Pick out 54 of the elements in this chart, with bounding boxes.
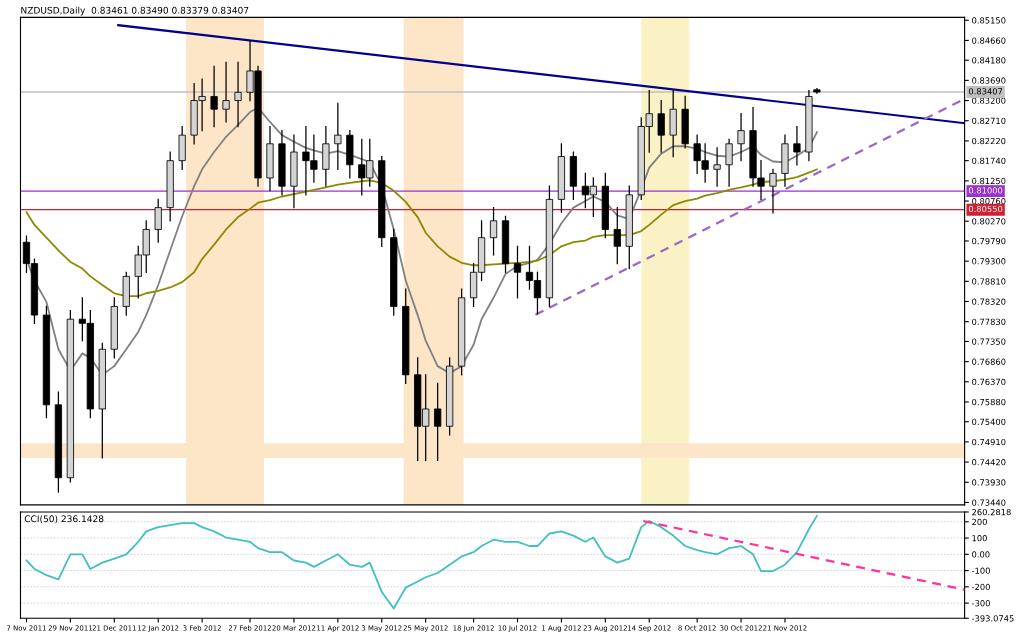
y-tick-label: 0.78810 (972, 278, 1006, 285)
y-tick-label: 0.83690 (972, 77, 1006, 84)
y-tick-label: -300 (971, 600, 990, 607)
y-tick-label: 0.79790 (972, 237, 1006, 245)
y-tick-label: 0.74420 (972, 459, 1006, 466)
candlestick (657, 99, 665, 153)
candlestick (234, 61, 242, 128)
y-tick-label: -393.0745 (971, 615, 1014, 622)
candlestick (434, 382, 442, 462)
y-tick-label: 0.80760 (972, 198, 1006, 205)
y-tick-label: 0.78320 (972, 298, 1006, 305)
candlestick (334, 102, 342, 170)
y-tick-label: 0.77830 (972, 318, 1006, 325)
y-tick-label: 0.80270 (972, 218, 1006, 225)
y-tick-label: 0.84180 (972, 57, 1006, 64)
candlestick (737, 113, 745, 162)
candlestick (513, 245, 522, 299)
chart-title: CCI(50) 236.1428 (24, 515, 104, 524)
chart-title: NZDUSD,Daily 0.83461 0.83490 0.83379 0.83407 (21, 6, 249, 16)
candlestick (613, 206, 621, 265)
y-tick-label: 0.73930 (972, 479, 1006, 486)
candlestick (793, 125, 801, 166)
y-tick-label: -100 (971, 567, 990, 574)
candlestick (222, 61, 230, 123)
y-tick-label: -200 (971, 583, 990, 591)
candlestick (769, 168, 777, 214)
y-tick-label: 0.85150 (972, 17, 1006, 24)
y-tick-label: 0.73440 (972, 499, 1006, 506)
y-tick-label: 0.77350 (972, 338, 1006, 345)
y-tick-label: 0.75880 (972, 398, 1006, 406)
ref-line-label: 0.83407 (968, 88, 1003, 95)
candlestick (489, 206, 498, 256)
y-tick-label: 0.81250 (972, 177, 1006, 185)
ref-line-label: 0.80550 (968, 205, 1003, 213)
y-tick-label: 0.81740 (972, 157, 1006, 164)
y-tick-label: 0.79300 (972, 258, 1006, 265)
y-tick-label: 0.75400 (972, 418, 1006, 426)
y-tick-label: 0.82710 (972, 117, 1006, 125)
ref-line-label: 0.81000 (968, 187, 1003, 194)
y-tick-label: 0.76860 (972, 358, 1006, 365)
candlestick (154, 198, 162, 243)
candlestick (713, 147, 721, 187)
y-tick-label: 0.82220 (972, 137, 1006, 145)
y-tick-label: 0.76370 (972, 378, 1006, 386)
y-tick-label: 260.2818 (972, 508, 1011, 516)
line-series (25, 515, 818, 610)
y-tick-label: 0.84660 (972, 37, 1006, 44)
y-tick-label: 0.74910 (972, 438, 1006, 446)
y-tick-label: 0.00 (972, 551, 990, 558)
y-tick-label: 200 (972, 518, 987, 526)
y-tick-label: 100 (972, 535, 987, 542)
candlestick (210, 65, 218, 128)
candlestick (725, 138, 733, 187)
y-tick-label: 0.83200 (972, 97, 1006, 104)
